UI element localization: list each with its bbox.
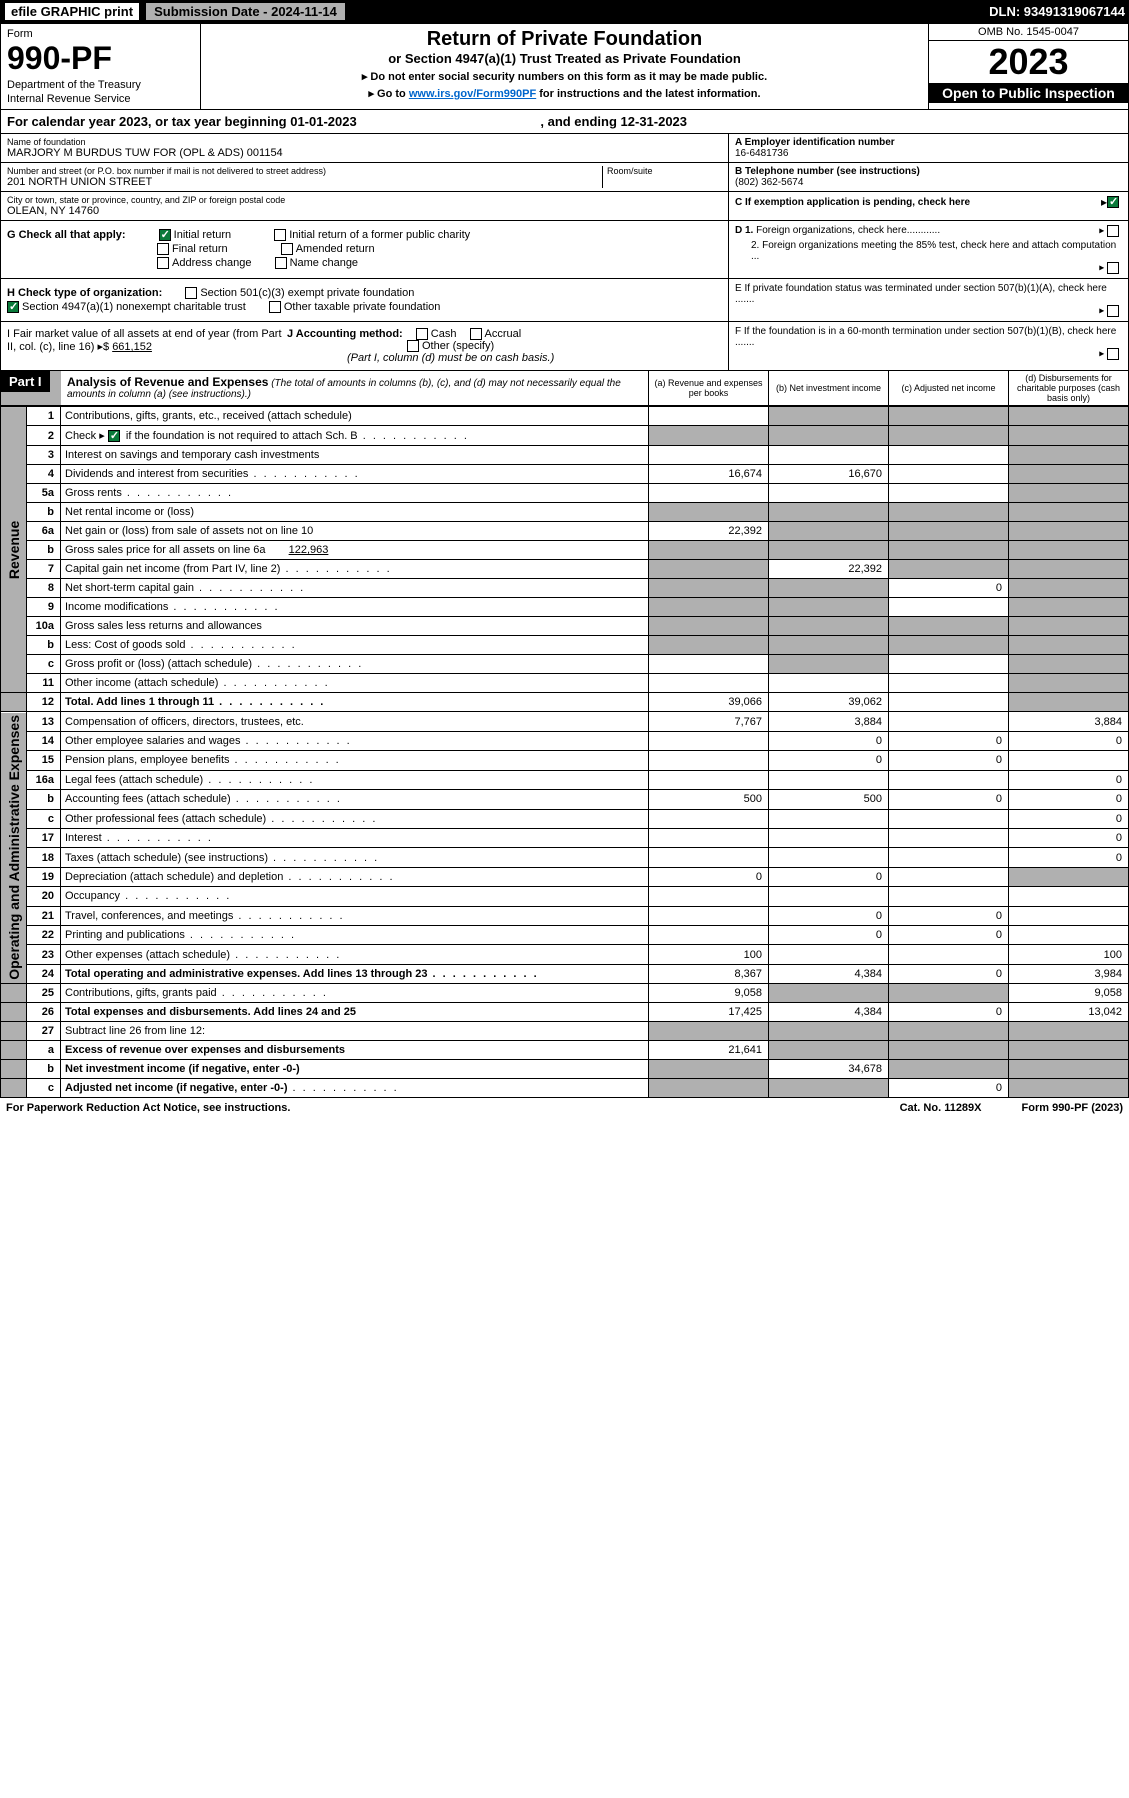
footer-left: For Paperwork Reduction Act Notice, see … (6, 1102, 290, 1114)
schb-check[interactable] (108, 430, 120, 442)
c-label: C If exemption application is pending, c… (735, 197, 970, 208)
name-label: Name of foundation (7, 137, 722, 147)
e-check[interactable] (1107, 305, 1119, 317)
addr-label: Number and street (or P.O. box number if… (7, 166, 602, 176)
col-d-header: (d) Disbursements for charitable purpose… (1008, 371, 1128, 405)
part1-header: Part I Analysis of Revenue and Expenses … (0, 371, 1129, 406)
address-change-check[interactable] (157, 257, 169, 269)
e-label: E If private foundation status was termi… (735, 283, 1122, 305)
part1-table: Revenue 1Contributions, gifts, grants, e… (0, 406, 1129, 1098)
c-checkbox[interactable] (1107, 196, 1119, 208)
form-link[interactable]: www.irs.gov/Form990PF (409, 88, 536, 100)
j-accrual-check[interactable] (470, 328, 482, 340)
city-label: City or town, state or province, country… (7, 195, 722, 205)
ein-value: 16-6481736 (735, 148, 1122, 159)
f-label: F If the foundation is in a 60-month ter… (735, 326, 1122, 348)
header-right: OMB No. 1545-0047 2023 Open to Public In… (928, 24, 1128, 109)
g-label: G Check all that apply: (7, 229, 126, 241)
foundation-city: OLEAN, NY 14760 (7, 205, 722, 217)
amended-check[interactable] (281, 243, 293, 255)
expenses-side-label: Operating and Administrative Expenses (1, 712, 27, 984)
calendar-year: For calendar year 2023, or tax year begi… (0, 110, 1129, 134)
h-other-check[interactable] (269, 301, 281, 313)
header-mid: Return of Private Foundation or Section … (201, 24, 928, 109)
j-cash-check[interactable] (416, 328, 428, 340)
j-label: J Accounting method: (287, 328, 403, 340)
part1-title: Analysis of Revenue and Expenses (67, 375, 268, 389)
col-b-header: (b) Net investment income (768, 371, 888, 405)
d1-label: D 1. D 1. Foreign organizations, check h… (735, 225, 1122, 236)
footer-form: Form 990-PF (2023) (1022, 1102, 1123, 1114)
initial-return-check[interactable] (159, 229, 171, 241)
page-footer: For Paperwork Reduction Act Notice, see … (0, 1098, 1129, 1118)
room-label: Room/suite (607, 166, 722, 176)
tax-year: 2023 (929, 41, 1128, 83)
note-link: ▸ Go to www.irs.gov/Form990PF for instru… (205, 87, 924, 100)
omb-number: OMB No. 1545-0047 (929, 24, 1128, 41)
col-a-header: (a) Revenue and expenses per books (648, 371, 768, 405)
foundation-address: 201 NORTH UNION STREET (7, 176, 602, 188)
foundation-name: MARJORY M BURDUS TUW FOR (OPL & ADS) 001… (7, 147, 722, 159)
h-4947-check[interactable] (7, 301, 19, 313)
h-501-check[interactable] (185, 287, 197, 299)
col-c-header: (c) Adjusted net income (888, 371, 1008, 405)
dln: DLN: 93491319067144 (989, 4, 1125, 19)
form-label: Form (7, 28, 194, 40)
top-bar: efile GRAPHIC print Submission Date - 20… (0, 0, 1129, 23)
form-number: 990-PF (7, 40, 194, 77)
foundation-info: Name of foundation MARJORY M BURDUS TUW … (0, 134, 1129, 221)
form-title: Return of Private Foundation (205, 28, 924, 51)
j-other-check[interactable] (407, 340, 419, 352)
check-section-h: H Check type of organization: Section 50… (0, 279, 1129, 322)
dept-treasury: Department of the Treasury (7, 79, 194, 91)
check-section-g: G Check all that apply: Initial return I… (0, 221, 1129, 279)
open-public: Open to Public Inspection (929, 83, 1128, 103)
header-left: Form 990-PF Department of the Treasury I… (1, 24, 201, 109)
form-subtitle: or Section 4947(a)(1) Trust Treated as P… (205, 51, 924, 66)
i-value: 661,152 (112, 341, 152, 353)
f-check[interactable] (1107, 348, 1119, 360)
check-section-ij: I Fair market value of all assets at end… (0, 322, 1129, 371)
j-note: (Part I, column (d) must be on cash basi… (347, 352, 722, 364)
dept-irs: Internal Revenue Service (7, 93, 194, 105)
initial-former-check[interactable] (274, 229, 286, 241)
ein-label: A Employer identification number (735, 137, 1122, 148)
h-label: H Check type of organization: (7, 287, 162, 299)
note-ssn: ▸ Do not enter social security numbers o… (205, 70, 924, 83)
revenue-side-label: Revenue (1, 407, 27, 693)
footer-catno: Cat. No. 11289X (900, 1102, 982, 1114)
phone-value: (802) 362-5674 (735, 177, 1122, 188)
final-return-check[interactable] (157, 243, 169, 255)
name-change-check[interactable] (275, 257, 287, 269)
d1-check[interactable] (1107, 225, 1119, 237)
efile-badge: efile GRAPHIC print (4, 2, 140, 21)
submission-date: Submission Date - 2024-11-14 (146, 3, 345, 20)
d2-check[interactable] (1107, 262, 1119, 274)
form-header: Form 990-PF Department of the Treasury I… (0, 23, 1129, 110)
d2-label: 2. Foreign organizations meeting the 85%… (751, 240, 1122, 262)
part1-label: Part I (1, 371, 50, 392)
phone-label: B Telephone number (see instructions) (735, 166, 1122, 177)
